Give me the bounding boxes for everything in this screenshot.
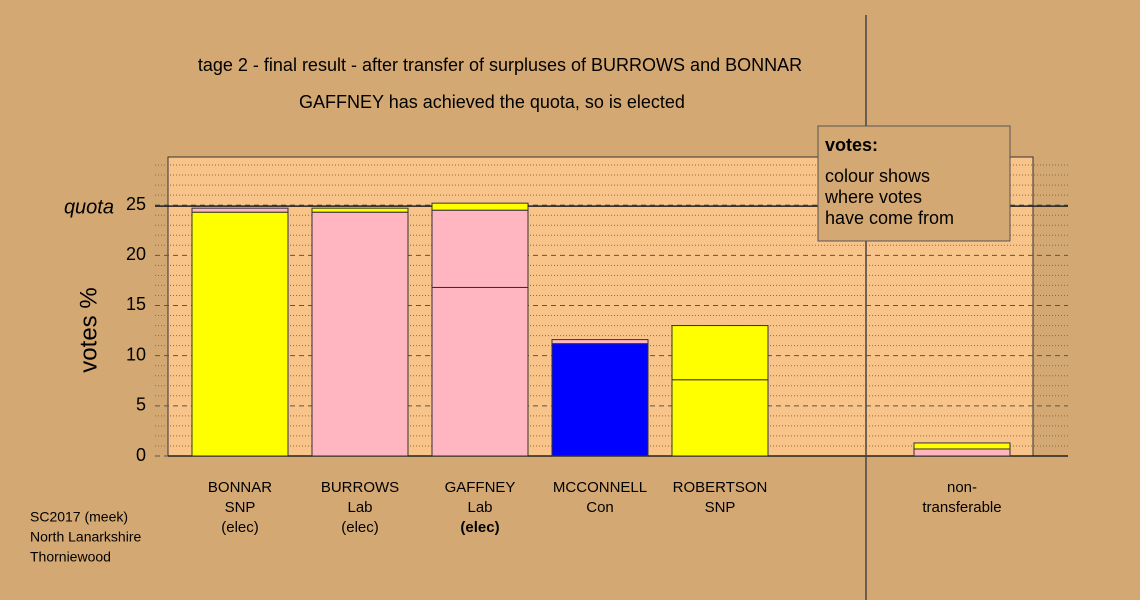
bar-segment bbox=[431, 286, 529, 457]
x-tick-label: Lab bbox=[467, 499, 492, 516]
y-axis-label: votes % bbox=[75, 287, 102, 372]
footer-line: North Lanarkshire bbox=[30, 529, 141, 545]
bar-segment bbox=[191, 207, 289, 213]
x-tick-label: Lab bbox=[347, 499, 372, 516]
bar-segment bbox=[913, 442, 1011, 450]
note-line: where votes bbox=[824, 187, 922, 207]
x-tick-label: transferable bbox=[922, 499, 1001, 516]
note-box bbox=[817, 125, 1011, 242]
x-tick-label: (elec) bbox=[221, 519, 259, 536]
chart-subtitle: GAFFNEY has achieved the quota, so is el… bbox=[299, 92, 685, 112]
x-tick-label: (elec) bbox=[341, 519, 379, 536]
x-tick-label: SNP bbox=[225, 499, 256, 516]
x-tick-label: BONNAR bbox=[208, 479, 272, 496]
y-tick-label: 10 bbox=[126, 344, 146, 364]
x-tick-label: GAFFNEY bbox=[445, 479, 516, 496]
note-line: have come from bbox=[825, 208, 954, 228]
note-title: votes: bbox=[825, 135, 878, 155]
chart-title: tage 2 - final result - after transfer o… bbox=[198, 55, 802, 75]
bar-segment bbox=[191, 211, 289, 457]
y-tick-label: 15 bbox=[126, 294, 146, 314]
x-tick-label: MCCONNELL bbox=[553, 479, 647, 496]
footer-line: SC2017 (meek) bbox=[30, 509, 128, 525]
note-line: colour shows bbox=[825, 166, 930, 186]
x-tick-label: Con bbox=[586, 499, 614, 516]
bar-segment bbox=[431, 209, 529, 288]
bar-segment bbox=[311, 211, 409, 457]
x-tick-label: BURROWS bbox=[321, 479, 399, 496]
y-tick-label: 5 bbox=[136, 395, 146, 415]
y-tick-label: 0 bbox=[136, 445, 146, 465]
quota-label: quota bbox=[64, 196, 114, 218]
y-tick-label: 20 bbox=[126, 244, 146, 264]
bar-segment bbox=[671, 379, 769, 457]
x-tick-label: non- bbox=[947, 479, 977, 496]
bar-segment bbox=[551, 343, 649, 457]
bar-segment bbox=[311, 207, 409, 213]
bar-segment bbox=[551, 339, 649, 345]
bar-segment bbox=[671, 325, 769, 381]
x-tick-label: (elec) bbox=[460, 519, 499, 536]
footer-line: Thorniewood bbox=[30, 549, 111, 565]
bar-segment bbox=[431, 202, 529, 211]
x-tick-label: ROBERTSON bbox=[673, 479, 768, 496]
x-tick-label: SNP bbox=[705, 499, 736, 516]
y-tick-label: 25 bbox=[126, 194, 146, 214]
bar-segment bbox=[913, 448, 1011, 457]
